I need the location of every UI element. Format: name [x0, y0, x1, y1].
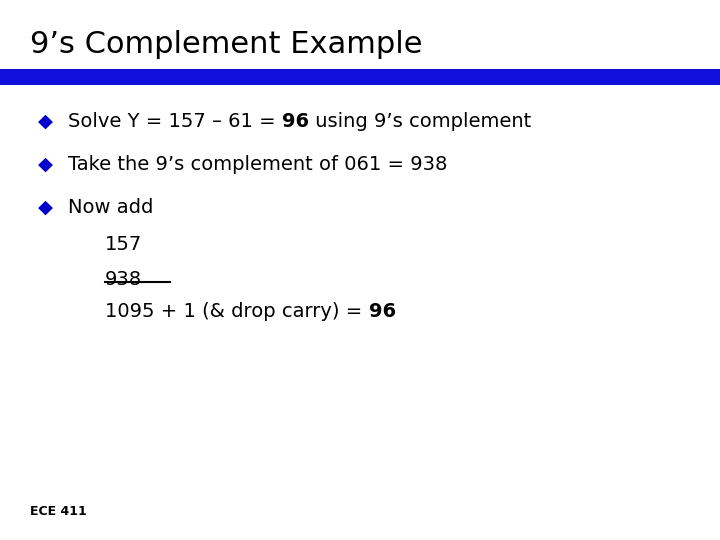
Text: 938: 938	[105, 270, 142, 289]
Text: Take the 9’s complement of 061 = 938: Take the 9’s complement of 061 = 938	[68, 155, 447, 174]
Text: ◆: ◆	[38, 155, 53, 174]
Bar	[0, 69, 720, 85]
Text: 1095 + 1 (& drop carry) =: 1095 + 1 (& drop carry) =	[105, 302, 369, 321]
Text: 157: 157	[105, 235, 143, 254]
Text: Now add: Now add	[68, 198, 153, 217]
Text: ECE 411: ECE 411	[30, 505, 86, 518]
Text: ◆: ◆	[38, 198, 53, 217]
Text: 9’s Complement Example: 9’s Complement Example	[30, 30, 423, 59]
Text: using 9’s complement: using 9’s complement	[309, 112, 531, 131]
Text: Solve Y = 157 – 61 =: Solve Y = 157 – 61 =	[68, 112, 282, 131]
Text: ◆: ◆	[38, 112, 53, 131]
Text: 96: 96	[282, 112, 309, 131]
Text: 96: 96	[369, 302, 395, 321]
